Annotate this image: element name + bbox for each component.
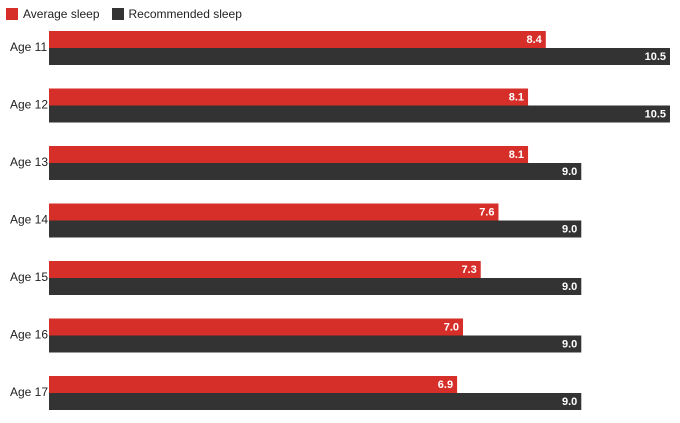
category-label-age-17: Age 17 bbox=[10, 385, 48, 399]
data-label-average-sleep-age-13: 8.1 bbox=[509, 149, 524, 161]
category-label-age-16: Age 16 bbox=[10, 328, 48, 342]
legend-label-average-sleep: Average sleep bbox=[23, 7, 100, 21]
bar-recommended-sleep-age-12 bbox=[49, 105, 670, 123]
data-label-average-sleep-age-16: 7.0 bbox=[444, 321, 459, 333]
bar-recommended-sleep-age-11 bbox=[49, 48, 670, 65]
legend-item-average-sleep[interactable]: Average sleep bbox=[6, 7, 100, 21]
bar-average-sleep-age-13 bbox=[49, 146, 529, 163]
chart-legend: Average sleep Recommended sleep bbox=[6, 6, 254, 22]
bar-recommended-sleep-age-15 bbox=[49, 278, 582, 295]
bar-recommended-sleep-age-16 bbox=[49, 335, 582, 353]
bar-average-sleep-age-17 bbox=[49, 376, 458, 393]
bar-recommended-sleep-age-13 bbox=[49, 163, 582, 180]
data-label-recommended-sleep-age-17: 9.0 bbox=[562, 396, 577, 408]
data-label-average-sleep-age-12: 8.1 bbox=[509, 91, 524, 103]
category-label-age-13: Age 13 bbox=[10, 155, 48, 169]
data-label-average-sleep-age-17: 6.9 bbox=[438, 379, 453, 391]
data-label-average-sleep-age-14: 7.6 bbox=[479, 206, 494, 218]
bar-recommended-sleep-age-17 bbox=[49, 393, 582, 410]
data-label-recommended-sleep-age-16: 9.0 bbox=[562, 338, 577, 350]
legend-label-recommended-sleep: Recommended sleep bbox=[128, 7, 242, 21]
category-label-age-14: Age 14 bbox=[10, 213, 48, 227]
data-label-recommended-sleep-age-13: 9.0 bbox=[562, 166, 577, 178]
data-label-recommended-sleep-age-15: 9.0 bbox=[562, 281, 577, 293]
data-label-recommended-sleep-age-14: 9.0 bbox=[562, 223, 577, 235]
data-label-recommended-sleep-age-11: 10.5 bbox=[645, 51, 666, 63]
data-label-recommended-sleep-age-12: 10.5 bbox=[645, 108, 666, 120]
data-label-average-sleep-age-11: 8.4 bbox=[527, 34, 543, 46]
legend-item-recommended-sleep[interactable]: Recommended sleep bbox=[111, 7, 242, 21]
legend-swatch-average-sleep bbox=[6, 8, 18, 20]
legend-swatch-recommended-sleep bbox=[111, 8, 124, 20]
bar-average-sleep-age-16 bbox=[49, 318, 463, 336]
bar-recommended-sleep-age-14 bbox=[49, 220, 582, 238]
bar-average-sleep-age-12 bbox=[49, 88, 529, 106]
data-label-average-sleep-age-15: 7.3 bbox=[461, 264, 476, 276]
bar-average-sleep-age-14 bbox=[49, 203, 499, 221]
category-label-age-12: Age 12 bbox=[10, 98, 48, 112]
category-label-age-11: Age 11 bbox=[10, 40, 47, 54]
category-label-age-15: Age 15 bbox=[10, 270, 48, 284]
bar-average-sleep-age-15 bbox=[49, 261, 481, 278]
bar-average-sleep-age-11 bbox=[49, 31, 546, 48]
